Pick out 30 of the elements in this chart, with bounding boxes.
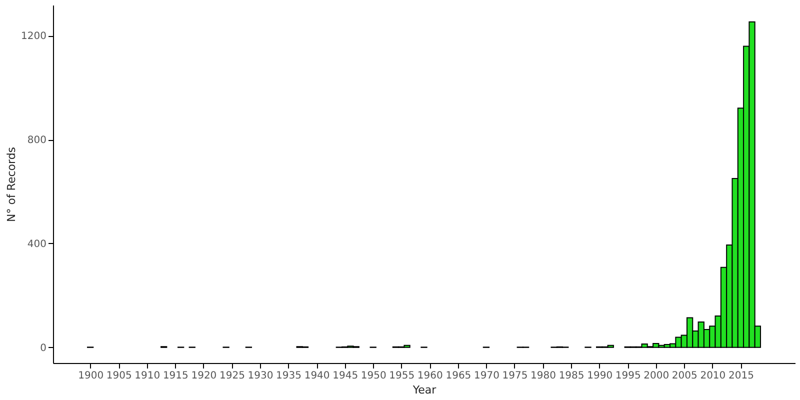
x-tick-label: 1960 <box>417 370 443 382</box>
x-tick-label: 1925 <box>219 370 245 382</box>
x-tick-label: 2005 <box>672 370 698 382</box>
x-tick-label: 1965 <box>446 370 472 382</box>
x-tick-label: 1920 <box>191 370 217 382</box>
x-tick-label: 1915 <box>162 370 188 382</box>
x-tick-label: 1990 <box>587 370 613 382</box>
x-tick-label: 1980 <box>530 370 556 382</box>
x-tick-label: 1910 <box>134 370 160 382</box>
x-tick-label: 1935 <box>276 370 302 382</box>
x-tick-label: 2010 <box>700 370 726 382</box>
x-tick-label: 1955 <box>389 370 415 382</box>
x-tick-label: 2015 <box>728 370 754 382</box>
y-tick-label: 1200 <box>21 31 46 42</box>
x-axis-title: Year <box>412 384 437 396</box>
x-tick-label: 1905 <box>106 370 132 382</box>
y-tick-label: 400 <box>27 238 46 250</box>
x-tick-label: 1945 <box>332 370 358 382</box>
x-tick-label: 1970 <box>474 370 500 382</box>
x-tick-label: 1975 <box>502 370 528 382</box>
x-tick-label: 1995 <box>615 370 641 382</box>
x-tick-label: 1900 <box>78 370 104 382</box>
x-tick-label: 1950 <box>360 370 386 382</box>
x-tick-label: 1930 <box>248 370 274 382</box>
y-tick-label: 0 <box>40 342 46 354</box>
y-axis-title: N° of Records <box>5 146 18 222</box>
x-tick-label: 2000 <box>644 370 670 382</box>
x-tick-label: 1985 <box>558 370 584 382</box>
x-tick-label: 1940 <box>304 370 330 382</box>
y-tick-label: 800 <box>27 135 46 146</box>
